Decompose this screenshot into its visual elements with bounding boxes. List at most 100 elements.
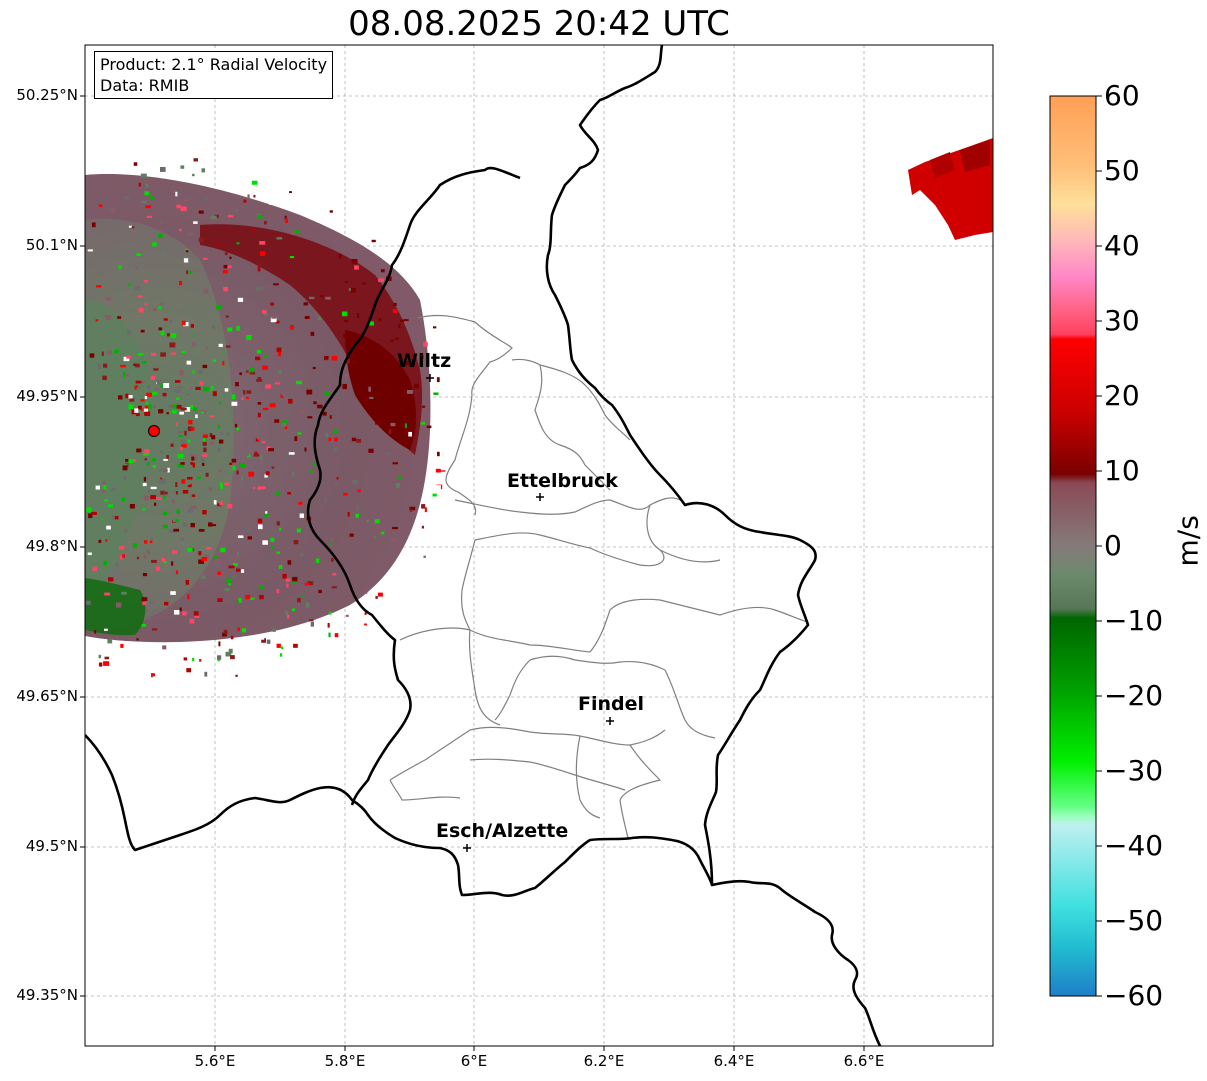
radar-speckle <box>162 392 167 397</box>
radar-speckle <box>350 287 356 293</box>
radar-speckle <box>129 398 135 402</box>
radar-speckle <box>251 180 258 185</box>
radar-speckle <box>226 345 231 348</box>
radar-speckle <box>303 302 308 306</box>
radar-speckle <box>369 396 374 399</box>
radar-speckle <box>158 409 164 414</box>
radar-speckle <box>143 402 147 406</box>
city-label-ettelbruck: Ettelbruck <box>507 470 618 492</box>
radar-speckle <box>227 393 231 398</box>
radar-speckle <box>190 523 195 528</box>
radar-speckle <box>181 350 186 354</box>
radar-speckle <box>196 476 202 479</box>
radar-speckle <box>200 411 204 414</box>
radar-speckle <box>236 470 239 475</box>
radar-speckle <box>270 317 277 323</box>
radar-speckle <box>211 386 214 391</box>
radar-speckle <box>120 364 126 368</box>
radar-speckle <box>213 556 218 559</box>
radar-speckle <box>437 451 440 457</box>
radar-speckle <box>322 411 327 416</box>
radar-speckle <box>278 370 282 374</box>
radar-speckle <box>329 415 332 419</box>
radar-speckle <box>245 370 249 373</box>
radar-speckle <box>105 297 112 301</box>
radar-speckle <box>297 598 301 603</box>
radar-speckle <box>222 632 227 637</box>
radar-speckle <box>432 493 437 497</box>
radar-speckle <box>225 315 229 318</box>
radar-speckle <box>278 351 282 357</box>
radar-speckle <box>177 431 183 434</box>
radar-speckle <box>127 284 131 287</box>
radar-speckle <box>209 415 215 418</box>
radar-speckle <box>198 210 204 214</box>
radar-speckle <box>176 404 182 409</box>
radar-speckle <box>395 482 400 488</box>
radar-speckle <box>202 453 208 457</box>
radar-speckle <box>264 354 268 358</box>
radar-speckle <box>187 508 193 513</box>
radar-speckle <box>325 433 329 437</box>
radar-speckle <box>222 360 225 366</box>
radar-speckle <box>433 326 437 329</box>
radar-speckle <box>173 528 180 532</box>
radar-speckle <box>217 571 221 575</box>
radar-speckle <box>193 611 199 616</box>
radar-speckle <box>144 540 148 544</box>
radar-speckle <box>136 556 139 560</box>
radar-speckle <box>227 265 232 269</box>
radar-speckle <box>223 264 228 269</box>
radar-speckle <box>220 547 226 553</box>
radar-speckle <box>101 351 104 356</box>
radar-speckle <box>150 486 157 490</box>
colorbar-tick-label: 50 <box>1104 154 1140 187</box>
radar-speckle <box>98 204 103 208</box>
radar-speckle <box>156 566 160 571</box>
radar-speckle <box>220 351 227 355</box>
radar-speckle <box>390 422 396 427</box>
radar-speckle <box>161 478 166 484</box>
radar-speckle <box>190 505 197 509</box>
radar-speckle <box>232 465 236 471</box>
radar-speckle <box>190 462 193 465</box>
radar-speckle <box>169 320 173 324</box>
lat-label: 50.25°N <box>16 86 78 104</box>
radar-speckle <box>333 429 338 434</box>
radar-speckle <box>343 333 347 338</box>
radar-speckle <box>321 629 326 632</box>
radar-speckle <box>180 165 185 169</box>
radar-speckle <box>187 548 193 552</box>
colorbar-tick-label: −50 <box>1104 904 1164 937</box>
radar-speckle <box>327 623 330 628</box>
radar-speckle <box>248 471 254 477</box>
radar-speckle <box>195 414 198 419</box>
radar-speckle <box>109 208 116 214</box>
radar-speckle <box>291 608 296 612</box>
radar-speckle <box>102 375 107 381</box>
radar-speckle <box>290 325 294 330</box>
radar-speckle <box>209 441 214 445</box>
radar-speckle <box>136 253 141 256</box>
radar-speckle <box>159 479 164 484</box>
radar-echo-field <box>85 174 431 643</box>
radar-speckle <box>354 265 359 270</box>
radar-speckle <box>191 456 195 461</box>
radar-speckle <box>318 589 322 594</box>
radar-speckle <box>146 215 152 218</box>
radar-speckle <box>199 659 202 662</box>
radar-speckle <box>170 591 176 595</box>
radar-speckle <box>140 329 145 333</box>
radar-speckle <box>364 590 368 594</box>
radar-speckle <box>143 476 146 482</box>
radar-speckle <box>249 371 255 375</box>
radar-speckle <box>203 197 208 200</box>
radar-speckle <box>191 333 197 338</box>
radar-speckle <box>264 474 268 478</box>
radar-speckle <box>105 481 110 485</box>
radar-speckle <box>144 191 149 196</box>
radar-speckle <box>222 270 228 274</box>
radar-speckle <box>211 435 216 440</box>
radar-speckle <box>177 454 184 459</box>
radar-speckle <box>344 281 348 284</box>
